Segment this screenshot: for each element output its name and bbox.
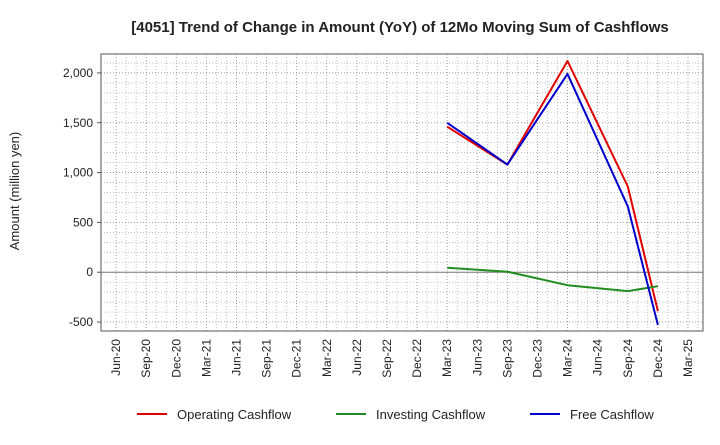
x-tick-label: Sep-22 bbox=[380, 339, 394, 378]
x-tick-label: Dec-21 bbox=[290, 339, 304, 378]
x-tick-label: Jun-20 bbox=[109, 339, 123, 376]
y-tick-label: 1,500 bbox=[63, 116, 93, 130]
x-tick-label: Jun-24 bbox=[591, 339, 605, 376]
legend: Operating Cashflow Investing Cashflow Free… bbox=[137, 407, 654, 422]
y-tick-label: 2,000 bbox=[63, 66, 93, 80]
x-tick-labels: Jun-20 Sep-20 Dec-20 Mar-21 Jun-21 Sep-21 Dec-… bbox=[109, 339, 695, 378]
x-tick-label: Mar-22 bbox=[320, 339, 334, 377]
y-axis-label: Amount (million yen) bbox=[7, 132, 22, 251]
y-tick-label: 500 bbox=[73, 215, 93, 229]
x-tick-label: Sep-20 bbox=[139, 339, 153, 378]
x-tick-label: Mar-25 bbox=[681, 339, 695, 377]
x-tick-label: Mar-23 bbox=[440, 339, 454, 377]
plot-frame bbox=[100, 53, 704, 332]
x-tick-label: Dec-23 bbox=[530, 339, 544, 378]
x-tick-label: Dec-24 bbox=[651, 339, 665, 378]
operating-cashflow-line bbox=[446, 60, 659, 312]
x-tick-label: Mar-21 bbox=[199, 339, 213, 377]
investing-cashflow-legend-label: Investing Cashflow bbox=[376, 407, 486, 422]
x-tick-label: Sep-23 bbox=[500, 339, 514, 378]
x-tick-label: Jun-21 bbox=[229, 339, 243, 376]
x-tick-label: Dec-22 bbox=[410, 339, 424, 378]
y-tick-label: -500 bbox=[69, 315, 93, 329]
x-tick-label: Sep-24 bbox=[621, 339, 635, 378]
operating-cashflow-legend-label: Operating Cashflow bbox=[177, 407, 292, 422]
series-layer bbox=[446, 60, 659, 326]
y-tick-label: 1,000 bbox=[63, 166, 93, 180]
free-cashflow-line bbox=[446, 72, 659, 326]
y-tick-labels: -500 0 500 1,000 1,500 2,000 bbox=[63, 66, 101, 329]
x-tick-label: Jun-22 bbox=[350, 339, 364, 376]
x-tick-label: Mar-24 bbox=[561, 339, 575, 377]
x-tick-label: Sep-21 bbox=[260, 339, 274, 378]
grid-layer bbox=[101, 54, 703, 331]
investing-cashflow-line bbox=[447, 266, 659, 293]
chart-title: [4051] Trend of Change in Amount (YoY) o… bbox=[131, 19, 669, 36]
x-tick-label: Dec-20 bbox=[169, 339, 183, 378]
y-tick-label: 0 bbox=[86, 265, 93, 279]
free-cashflow-legend-label: Free Cashflow bbox=[570, 407, 654, 422]
x-tick-label: Jun-23 bbox=[470, 339, 484, 376]
